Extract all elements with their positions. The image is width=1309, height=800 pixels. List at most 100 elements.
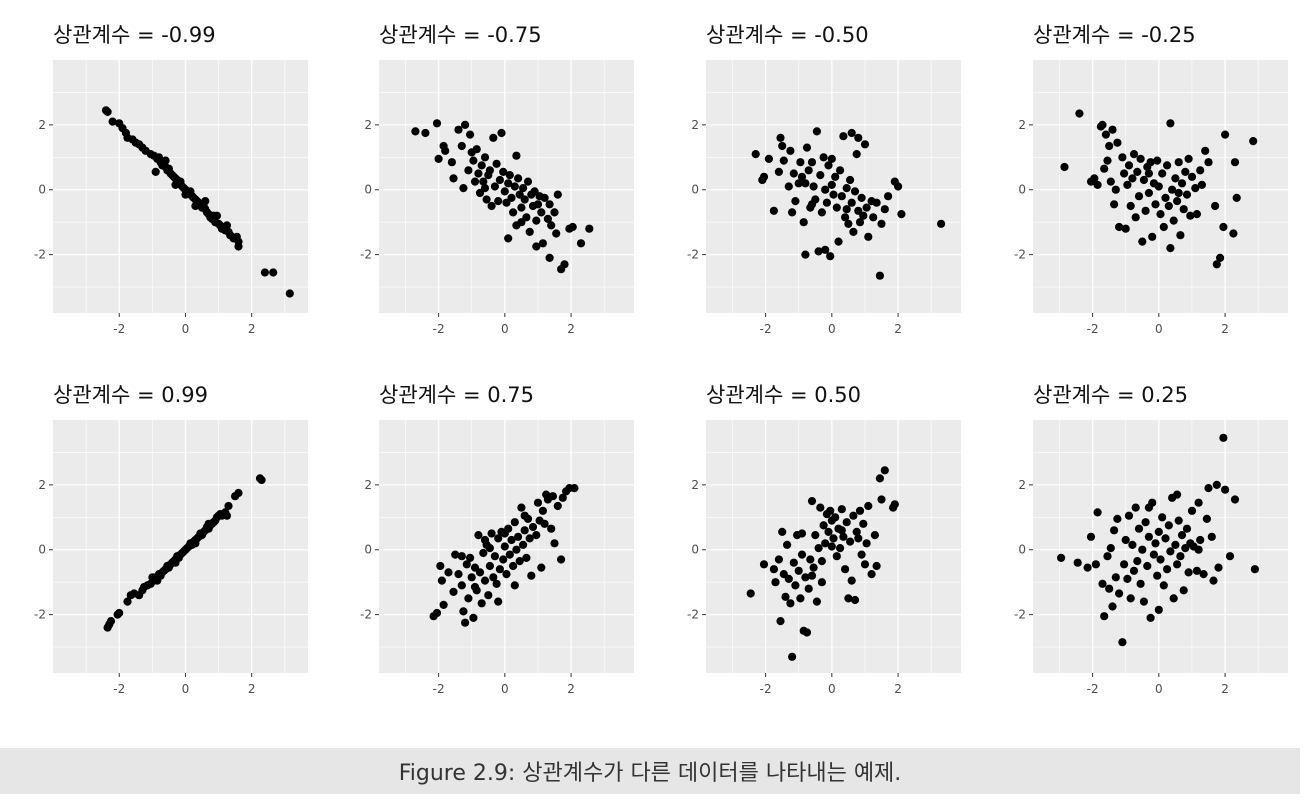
scatter-point (1173, 197, 1182, 206)
scatter-point (857, 550, 866, 559)
scatter-point (778, 141, 787, 151)
scatter-point (846, 175, 855, 185)
scatter-panel-3: 상관계수 = -0.50 -2 0 2 -2 0 2 (687, 23, 961, 336)
scatter-point (1166, 547, 1175, 556)
scatter-point (880, 205, 889, 214)
scatter-point (867, 570, 876, 579)
scatter-point (1214, 563, 1223, 572)
scatter-point (1143, 561, 1152, 571)
scatter-point (485, 544, 494, 553)
scatter-point (557, 555, 566, 564)
scatter-point (514, 174, 523, 183)
scatter-point (1075, 109, 1084, 118)
scatter-point (495, 175, 504, 185)
scatter-panel-6: 상관계수 = 0.75 -2 0 2 -2 0 2 (360, 383, 634, 696)
scatter-point (1098, 579, 1107, 588)
x-tick-label: -2 (433, 682, 445, 696)
scatter-point (1219, 222, 1228, 232)
scatter-point (890, 500, 899, 509)
scatter-point (520, 526, 529, 535)
scatter-point (1134, 524, 1144, 533)
scatter-point (1129, 566, 1139, 575)
scatter-point (538, 506, 548, 515)
scatter-point (432, 608, 442, 618)
scatter-point (1161, 193, 1170, 202)
scatter-point (469, 156, 478, 165)
scatter-point (862, 539, 871, 548)
scatter-point (517, 218, 526, 227)
scatter-point (474, 169, 483, 178)
scatter-point (543, 214, 553, 223)
scatter-point (1249, 137, 1258, 146)
scatter-point (472, 145, 481, 154)
scatter-point (533, 498, 543, 507)
scatter-point (827, 154, 836, 163)
scatter-point (504, 234, 513, 243)
panel-background (1033, 420, 1288, 673)
scatter-point (872, 561, 881, 571)
scatter-point (877, 219, 886, 228)
x-tick-label: 0 (1155, 322, 1163, 336)
scatter-point (459, 184, 468, 193)
scatter-point (474, 531, 483, 540)
scatter-point (495, 565, 504, 574)
scatter-point (1174, 158, 1183, 167)
y-tick-label: -2 (687, 608, 699, 622)
scatter-point (776, 133, 785, 142)
scatter-point (844, 594, 853, 603)
scatter-point (880, 466, 889, 475)
scatter-point (802, 143, 812, 152)
scatter-point (1128, 174, 1137, 183)
scatter-point (1146, 613, 1155, 623)
scatter-point (520, 511, 529, 520)
scatter-point (1100, 164, 1109, 173)
scatter-point (837, 526, 846, 535)
scatter-point (517, 503, 526, 512)
scatter-point (1121, 535, 1130, 545)
scatter-point (1073, 558, 1082, 567)
scatter-point (847, 128, 856, 138)
scatter-point (776, 617, 785, 626)
scatter-point (1154, 605, 1163, 614)
scatter-point (855, 506, 865, 515)
scatter-point (480, 576, 490, 585)
scatter-point (783, 540, 792, 550)
y-tick-label: -2 (687, 248, 699, 262)
scatter-point (510, 182, 519, 191)
x-tick-label: -2 (113, 322, 125, 336)
scatter-point (487, 529, 496, 538)
scatter-point (1139, 597, 1148, 606)
scatter-point (449, 174, 458, 183)
scatter-point (1219, 433, 1228, 442)
scatter-point (854, 206, 863, 215)
scatter-point (1204, 484, 1213, 493)
scatter-point (1146, 158, 1155, 167)
scatter-point (827, 542, 836, 551)
scatter-point (1171, 540, 1180, 550)
scatter-point (540, 519, 549, 528)
scatter-point (1105, 584, 1114, 593)
scatter-point (1184, 154, 1193, 163)
scatter-point (821, 245, 830, 254)
scatter-point (1129, 150, 1139, 159)
scatter-point (532, 242, 541, 251)
scatter-point (786, 146, 795, 155)
scatter-point (875, 271, 885, 280)
scatter-point (1192, 210, 1201, 219)
scatter-point (1057, 553, 1066, 563)
scatter-point (191, 201, 200, 211)
y-tick-label: -2 (34, 608, 46, 622)
scatter-point (467, 573, 476, 582)
scatter-points (103, 474, 266, 632)
scatter-point (1091, 560, 1100, 569)
x-tick-label: 0 (501, 322, 509, 336)
scatter-point (791, 581, 800, 590)
scatter-point (1182, 524, 1192, 533)
scatter-point (492, 579, 501, 588)
scatter-point (759, 560, 769, 569)
scatter-point (1176, 552, 1185, 561)
scatter-point (1207, 532, 1216, 541)
y-tick-label: 0 (364, 183, 372, 197)
scatter-point (1158, 169, 1167, 178)
scatter-panel-2: 상관계수 = -0.75 -2 0 2 -2 0 2 (360, 23, 634, 336)
